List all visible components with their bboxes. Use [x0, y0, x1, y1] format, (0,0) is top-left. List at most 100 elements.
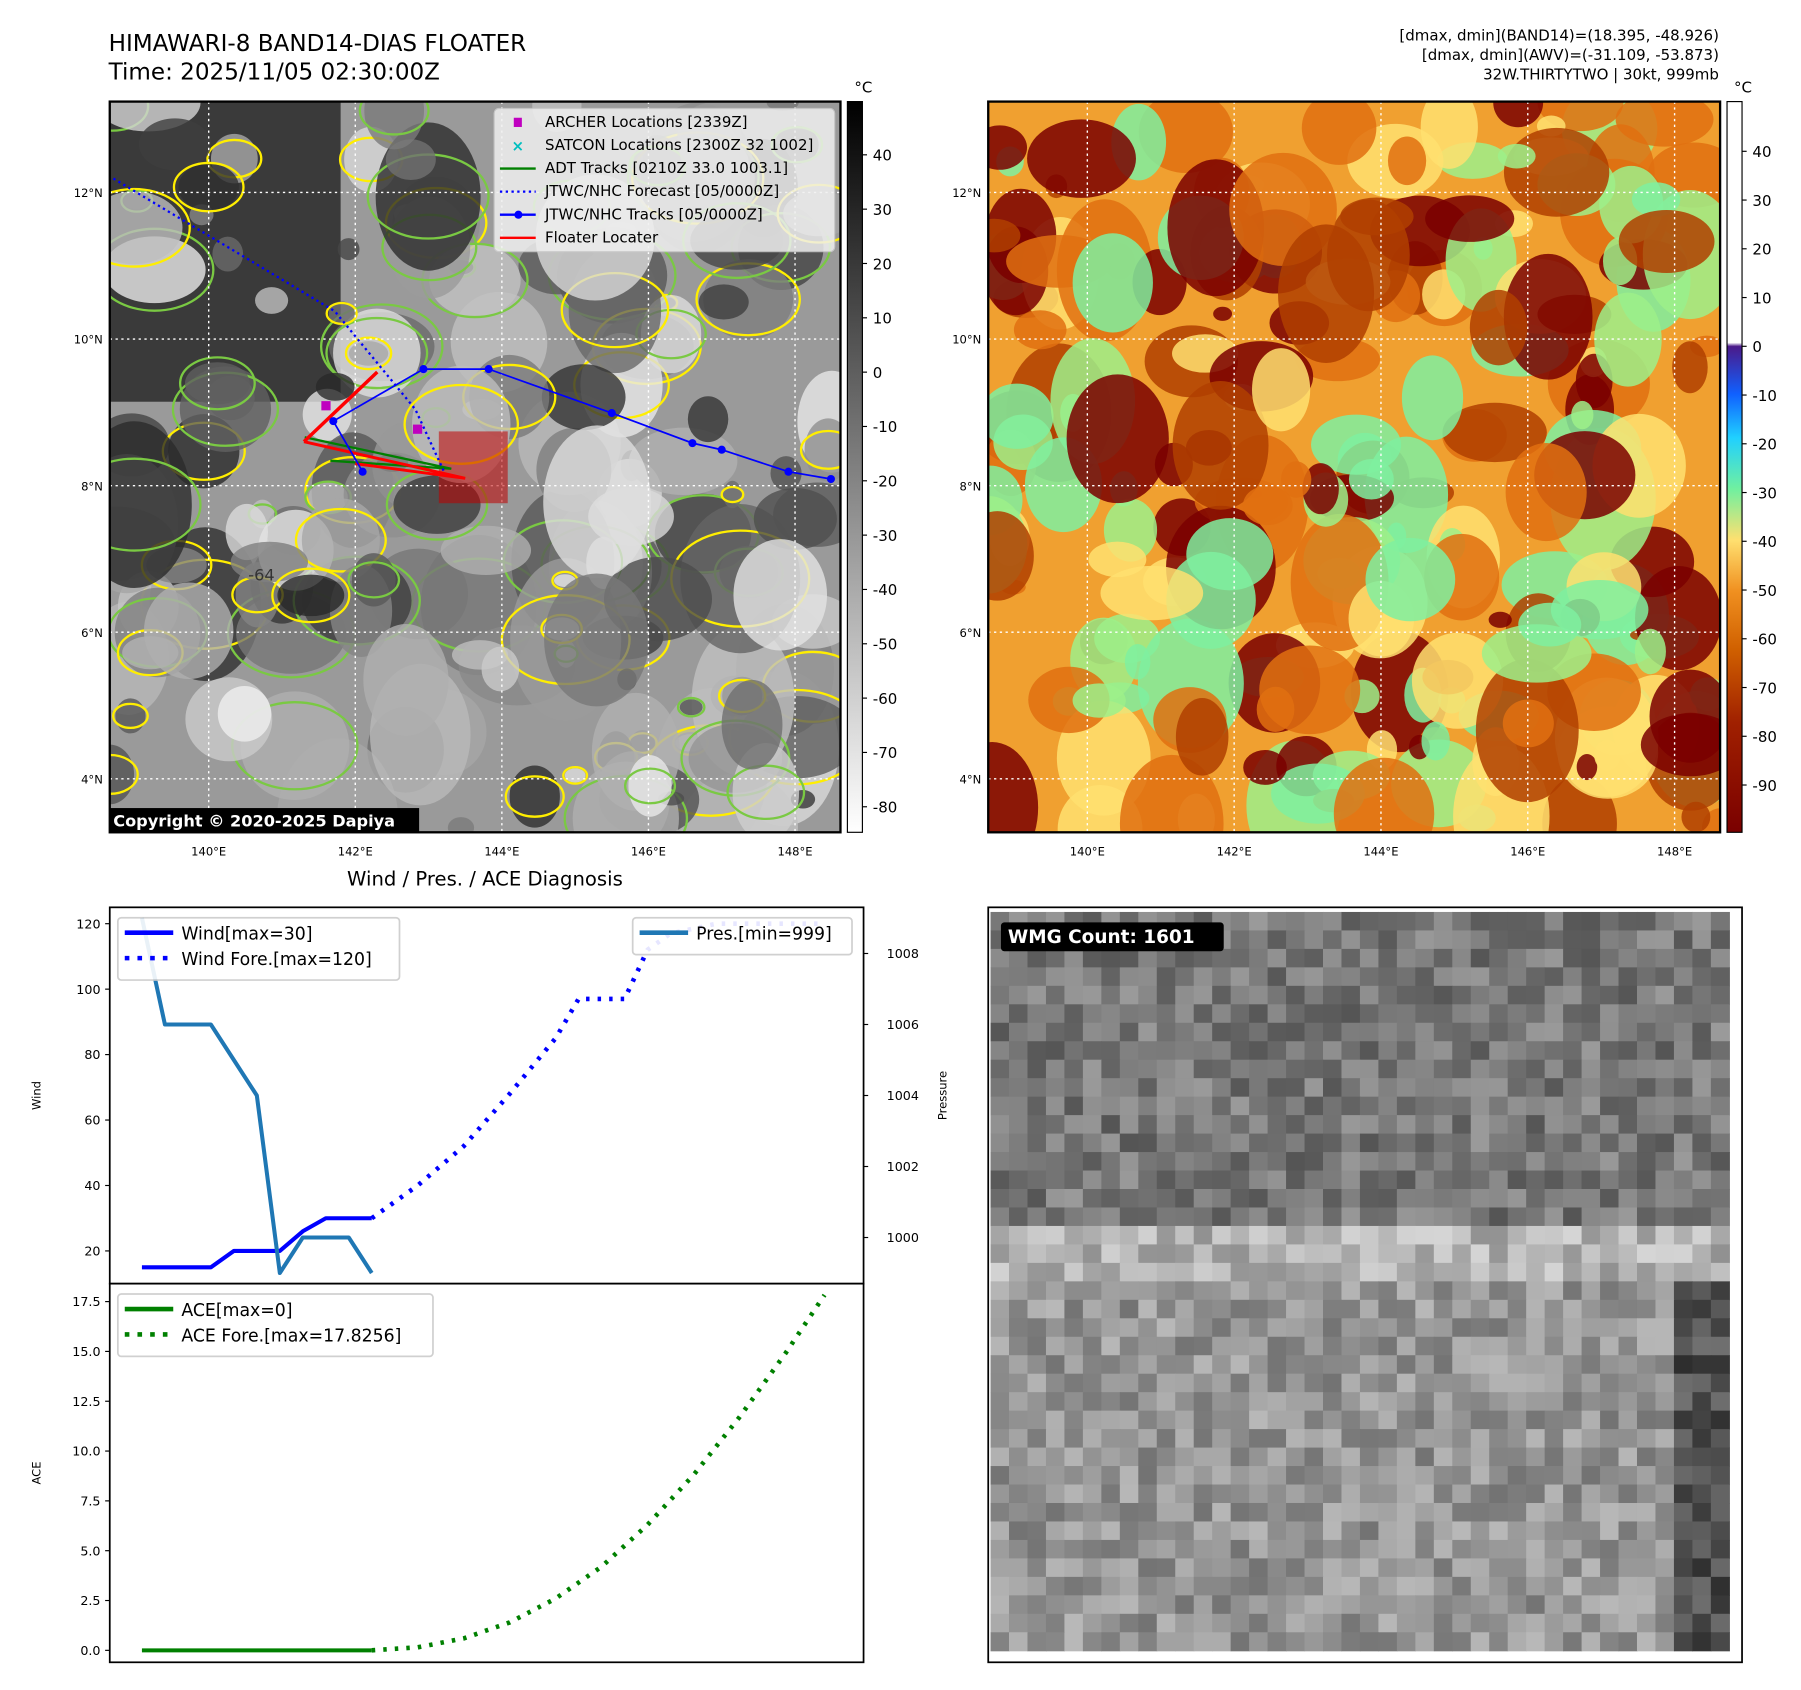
wmg-cell [1175, 1429, 1195, 1449]
colorbar-tick-label: 30 [1752, 192, 1771, 210]
wmg-cell [1433, 1170, 1453, 1190]
wmg-cell [1027, 1004, 1047, 1024]
wmg-cell [1267, 1133, 1287, 1153]
wmg-cell [1009, 1410, 1029, 1430]
wmg-cell [1082, 1466, 1102, 1486]
wmg-cell [1581, 1466, 1601, 1486]
cloud-feature [1172, 380, 1269, 510]
temperature-contour [347, 561, 401, 599]
wmg-cell [1101, 1613, 1121, 1633]
wmg-cell [1673, 1429, 1693, 1449]
wmg-cell [1193, 1041, 1213, 1061]
wmg-cell [1489, 1484, 1509, 1504]
wmg-cell [1563, 1632, 1583, 1652]
wmg-cell [1470, 1262, 1490, 1282]
lon-tick-label: 148°E [1657, 844, 1692, 858]
wmg-cell [1267, 1281, 1287, 1301]
wmg-cell [1286, 1281, 1306, 1301]
wmg-cell [1230, 967, 1250, 987]
wmg-cell [1230, 930, 1250, 950]
wmg-cell [1489, 1207, 1509, 1227]
wmg-cell [1082, 1429, 1102, 1449]
wmg-cell [1489, 1355, 1509, 1375]
wmg-cell [1359, 1484, 1379, 1504]
temperature-contour [799, 429, 841, 470]
wmg-cell [1396, 985, 1416, 1005]
wmg-cell [1230, 1373, 1250, 1393]
wmg-cell [1101, 1576, 1121, 1596]
wmg-cell [1452, 1632, 1472, 1652]
wmg-cell [1341, 1004, 1361, 1024]
wmg-cell [1138, 1613, 1158, 1633]
wmg-cell [1544, 930, 1564, 950]
wmg-cell [1581, 1207, 1601, 1227]
wmg-cell [990, 1429, 1010, 1449]
wmg-cell [1027, 1576, 1047, 1596]
wmg-cell [1378, 1152, 1398, 1172]
wmg-cell [1212, 1152, 1232, 1172]
wmg-cell [1396, 1521, 1416, 1541]
lon-tick-label: 144°E [484, 844, 519, 858]
wmg-cell [1212, 1318, 1232, 1338]
wmg-cell [1544, 1207, 1564, 1227]
wmg-cell [1470, 1059, 1490, 1079]
wmg-cell [1193, 1207, 1213, 1227]
wmg-cell [1156, 1429, 1176, 1449]
wmg-cell [1415, 1262, 1435, 1282]
colorbar-tick-label: -60 [1752, 631, 1776, 649]
wmg-cell [1230, 1355, 1250, 1375]
wmg-cell [1138, 1410, 1158, 1430]
wmg-cell [1452, 948, 1472, 968]
wmg-cell [1175, 1410, 1195, 1430]
wmg-cell [1323, 1059, 1343, 1079]
wmg-cell [1655, 1152, 1675, 1172]
wmg-cell [1230, 1447, 1250, 1467]
wmg-cell [1045, 1502, 1065, 1523]
wmg-cell [1341, 1613, 1361, 1633]
wmg-cell [1304, 1189, 1324, 1209]
wmg-cell [1304, 1539, 1324, 1559]
wmg-cell [1101, 1041, 1121, 1061]
wmg-cell [1156, 1336, 1176, 1356]
wmg-cell [1045, 1022, 1065, 1042]
wmg-cell [1415, 1521, 1435, 1541]
wmg-cell [1415, 1410, 1435, 1430]
wmg-cell [1323, 1189, 1343, 1209]
lon-tick-label: 140°E [1070, 844, 1105, 858]
wmg-cell [1618, 1022, 1638, 1042]
wmg-cell [1452, 1059, 1472, 1079]
wmg-cell [1433, 1244, 1453, 1264]
wmg-cell [1673, 1318, 1693, 1338]
wmg-cell [1636, 911, 1657, 932]
colorbar-tick-label: 40 [873, 147, 892, 165]
wmg-cell [1433, 1207, 1453, 1227]
wmg-cell [1544, 1392, 1564, 1412]
wmg-cell [1212, 1355, 1232, 1375]
wmg-cell [1636, 985, 1657, 1005]
contour-label: -64 [248, 566, 274, 585]
wmg-cell [1600, 1447, 1620, 1467]
wmg-cell [1710, 1299, 1730, 1319]
wmg-cell [1452, 930, 1472, 950]
wmg-cell [1082, 1484, 1102, 1504]
wmg-cell [1710, 1244, 1730, 1264]
satcon-x-icon: × [511, 137, 524, 155]
wmg-cell [1230, 1318, 1250, 1338]
wmg-cell [1433, 1041, 1453, 1061]
wmg-cell [1230, 1632, 1250, 1652]
wmg-cell [1009, 1576, 1029, 1596]
y-tick-label: 10.0 [72, 1444, 100, 1459]
legend-label: Pres.[min=999] [696, 925, 832, 945]
wmg-cell [1009, 948, 1029, 968]
wmg-cell [1452, 967, 1472, 987]
wmg-cell [1156, 1244, 1176, 1264]
wmg-cell [1470, 1576, 1490, 1596]
wmg-cell [1323, 1170, 1343, 1190]
wmg-cell [1267, 1004, 1287, 1024]
wmg-cell [1452, 1262, 1472, 1282]
wmg-cell [1212, 967, 1232, 987]
wmg-cell [1359, 1373, 1379, 1393]
wmg-cell [1064, 1484, 1084, 1504]
wmg-cell [1507, 1502, 1527, 1523]
wmg-cell [1600, 1152, 1620, 1172]
